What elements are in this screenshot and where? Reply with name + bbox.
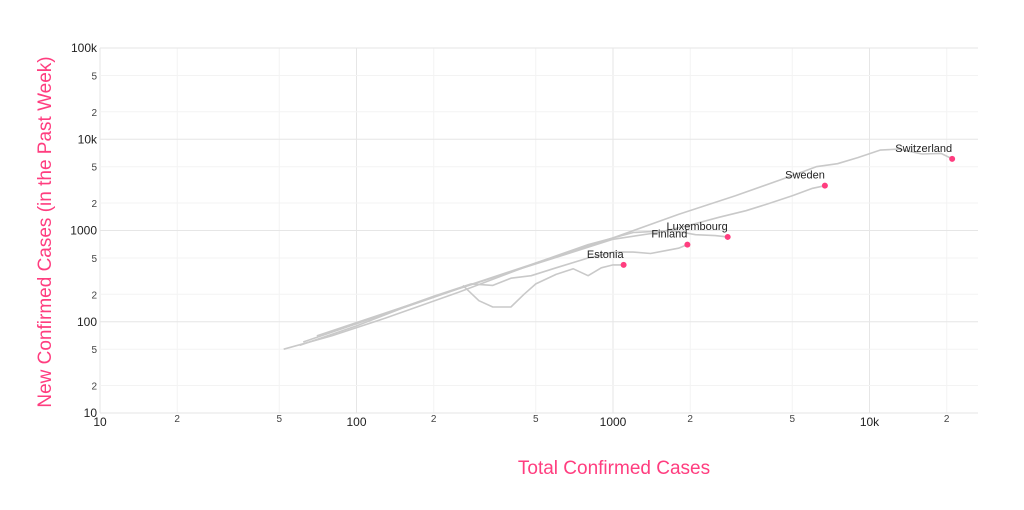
x-minor-tick-label: 2 — [944, 414, 950, 425]
series-endpoint-sweden — [821, 182, 828, 189]
axis-ticks: 2 5 2 5 2 5 2 10 100 1000 10k 2 5 2 5 2 5 2 5 10 100 1000 10k 1… — [70, 41, 950, 429]
x-major-tick-label: 1000 — [600, 415, 627, 429]
y-minor-tick-label: 2 — [91, 108, 97, 119]
series-endpoint-switzerland — [949, 155, 956, 162]
series-label-luxembourg: Luxembourg — [667, 221, 728, 233]
y-minor-tick-label: 5 — [91, 345, 97, 356]
y-major-tick-label: 100k — [71, 41, 98, 55]
x-axis-title: Total Confirmed Cases — [518, 458, 710, 479]
y-minor-tick-label: 5 — [91, 71, 97, 82]
series-endpoint-luxembourg — [724, 233, 731, 240]
x-minor-tick-label: 2 — [431, 414, 437, 425]
series-label-finland: Finland — [651, 229, 687, 241]
series-endpoint-estonia — [620, 261, 627, 268]
series-label-sweden: Sweden — [785, 170, 825, 182]
series-line-switzerland — [283, 148, 953, 350]
series-label-switzerland: Switzerland — [895, 143, 952, 155]
y-major-tick-label: 100 — [77, 315, 97, 329]
x-minor-tick-label: 5 — [790, 414, 796, 425]
series-line-estonia — [462, 264, 624, 308]
x-major-tick-label: 10k — [860, 415, 880, 429]
y-axis-title: New Confirmed Cases (in the Past Week) — [35, 56, 56, 407]
grid — [99, 47, 978, 414]
y-major-tick-label: 1000 — [70, 224, 97, 238]
y-minor-tick-label: 5 — [91, 254, 97, 265]
series-endpoint-finland — [684, 241, 691, 248]
x-minor-tick-label: 2 — [687, 414, 693, 425]
series-label-estonia: Estonia — [587, 249, 625, 261]
x-minor-tick-label: 2 — [174, 414, 180, 425]
y-major-tick-label: 10 — [84, 406, 98, 420]
y-minor-tick-label: 2 — [91, 382, 97, 393]
x-minor-tick-label: 5 — [533, 414, 539, 425]
series-lines — [283, 148, 953, 350]
x-major-tick-label: 100 — [346, 415, 366, 429]
y-minor-tick-label: 5 — [91, 163, 97, 174]
y-minor-tick-label: 2 — [91, 290, 97, 301]
x-major-tick-label: 10 — [93, 415, 107, 429]
series-line-finland — [302, 243, 688, 343]
x-minor-tick-label: 5 — [277, 414, 283, 425]
y-minor-tick-label: 2 — [91, 199, 97, 210]
y-major-tick-label: 10k — [78, 132, 98, 146]
